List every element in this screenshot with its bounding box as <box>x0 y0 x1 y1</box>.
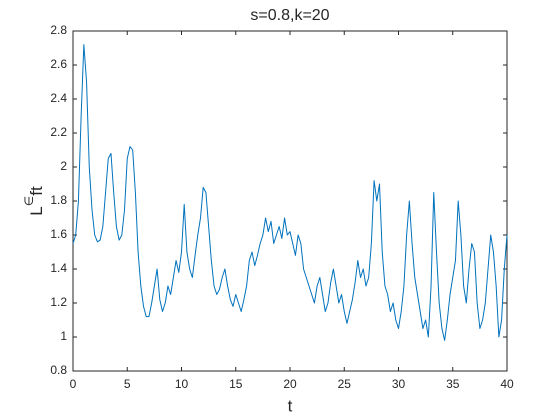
x-tick-label: 5 <box>124 377 131 391</box>
y-tick-label: 2 <box>60 159 67 173</box>
x-tick-label: 10 <box>175 377 189 391</box>
x-axis-label: t <box>288 396 293 415</box>
y-tick-label: 2.8 <box>50 23 67 37</box>
y-tick-label: 1 <box>60 329 67 343</box>
y-tick-label: 0.8 <box>50 363 67 377</box>
x-tick-label: 15 <box>229 377 243 391</box>
x-tick-label: 0 <box>70 377 77 391</box>
data-line <box>72 44 508 341</box>
y-tick-label: 1.2 <box>50 295 67 309</box>
x-tick-label: 40 <box>500 377 514 391</box>
chart-title: s=0.8,k=20 <box>250 7 329 24</box>
y-tick-label: 1.4 <box>50 261 67 275</box>
x-tick-label: 35 <box>446 377 460 391</box>
y-axis-label: L∈ft <box>22 186 46 216</box>
y-tick-label: 2.6 <box>50 57 67 71</box>
plot-area <box>72 30 508 372</box>
y-label-base: L <box>27 206 46 215</box>
x-tick-label: 25 <box>338 377 352 391</box>
y-tick-label: 2.4 <box>50 91 67 105</box>
y-label-sup: ∈ <box>22 196 36 206</box>
x-tick-label: 30 <box>392 377 406 391</box>
y-tick-label: 1.8 <box>50 193 67 207</box>
y-tick-label: 2.2 <box>50 125 67 139</box>
y-label-sub: ft <box>27 186 46 196</box>
y-tick-label: 1.6 <box>50 227 67 241</box>
x-tick-label: 20 <box>283 377 297 391</box>
